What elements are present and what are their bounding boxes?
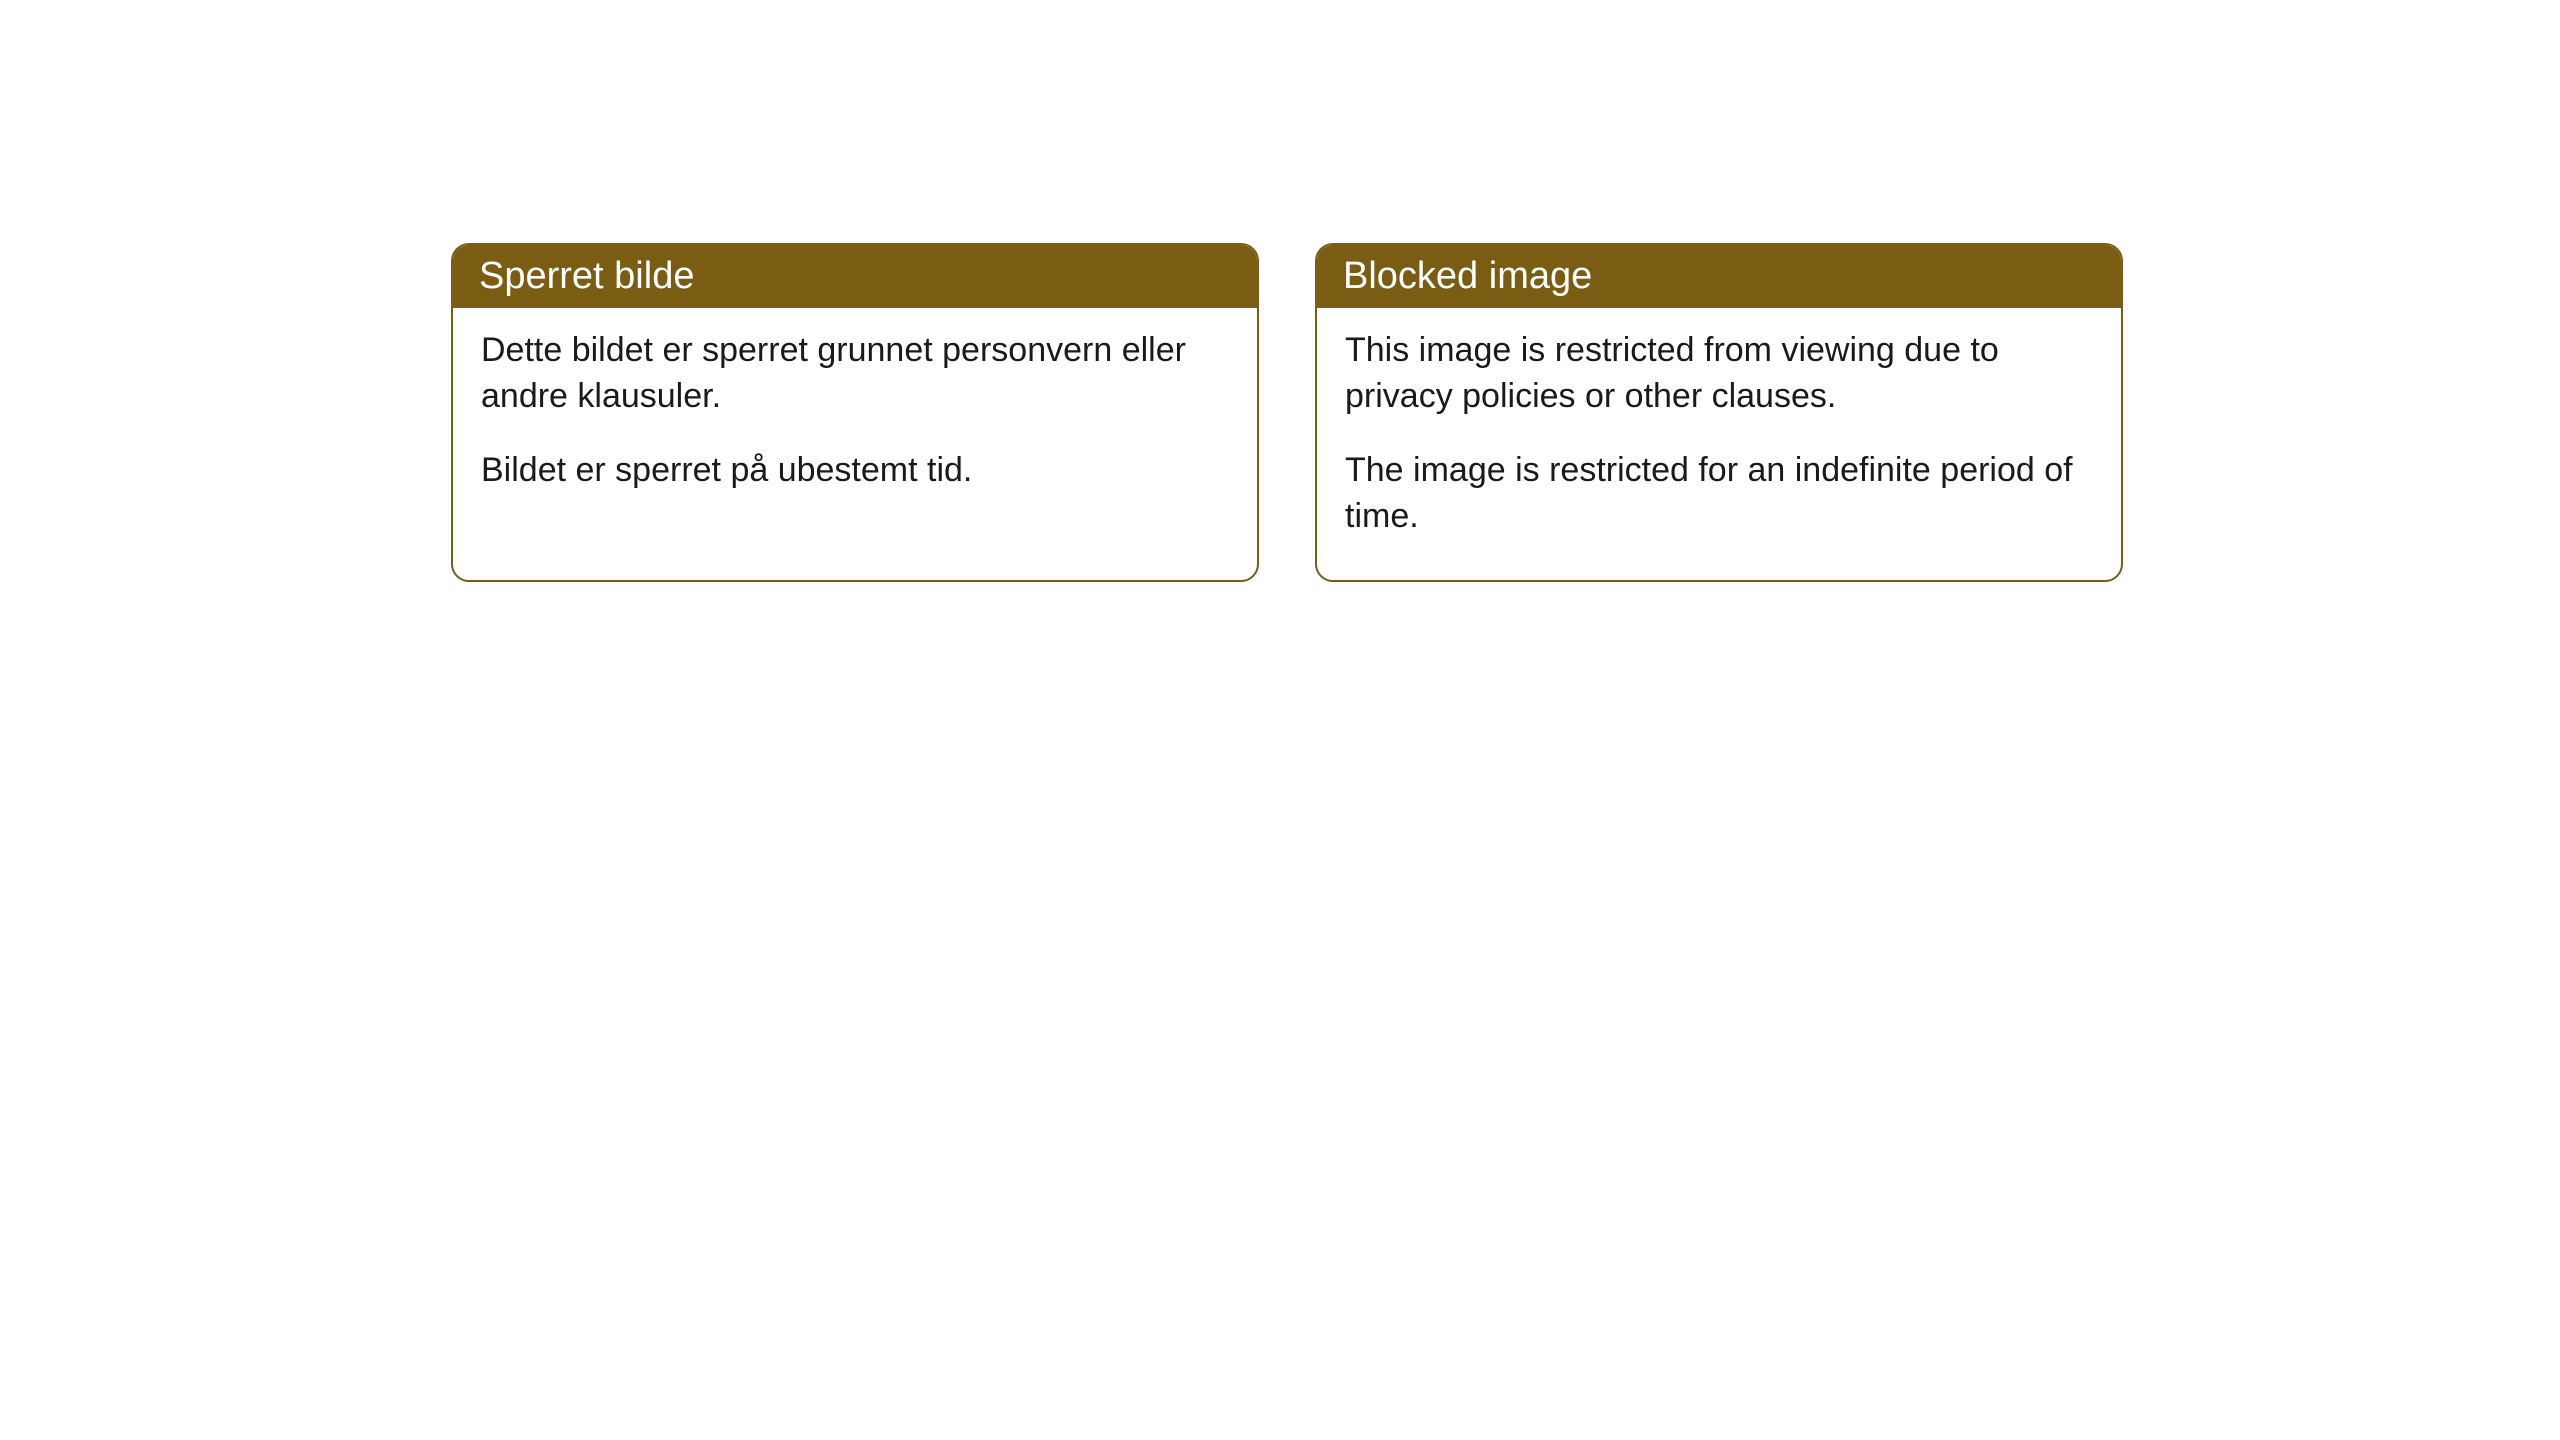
card-paragraph: The image is restricted for an indefinit… (1345, 448, 2093, 540)
notice-card-english: Blocked image This image is restricted f… (1315, 243, 2123, 582)
card-paragraph: Bildet er sperret på ubestemt tid. (481, 448, 1229, 494)
card-title: Blocked image (1343, 255, 1592, 297)
card-header: Blocked image (1317, 245, 2121, 308)
notice-cards-container: Sperret bilde Dette bildet er sperret gr… (451, 243, 2123, 582)
card-body: This image is restricted from viewing du… (1317, 308, 2121, 580)
card-title: Sperret bilde (479, 255, 694, 297)
card-body: Dette bildet er sperret grunnet personve… (453, 308, 1257, 534)
card-header: Sperret bilde (453, 245, 1257, 308)
notice-card-norwegian: Sperret bilde Dette bildet er sperret gr… (451, 243, 1259, 582)
card-paragraph: This image is restricted from viewing du… (1345, 328, 2093, 420)
card-paragraph: Dette bildet er sperret grunnet personve… (481, 328, 1229, 420)
